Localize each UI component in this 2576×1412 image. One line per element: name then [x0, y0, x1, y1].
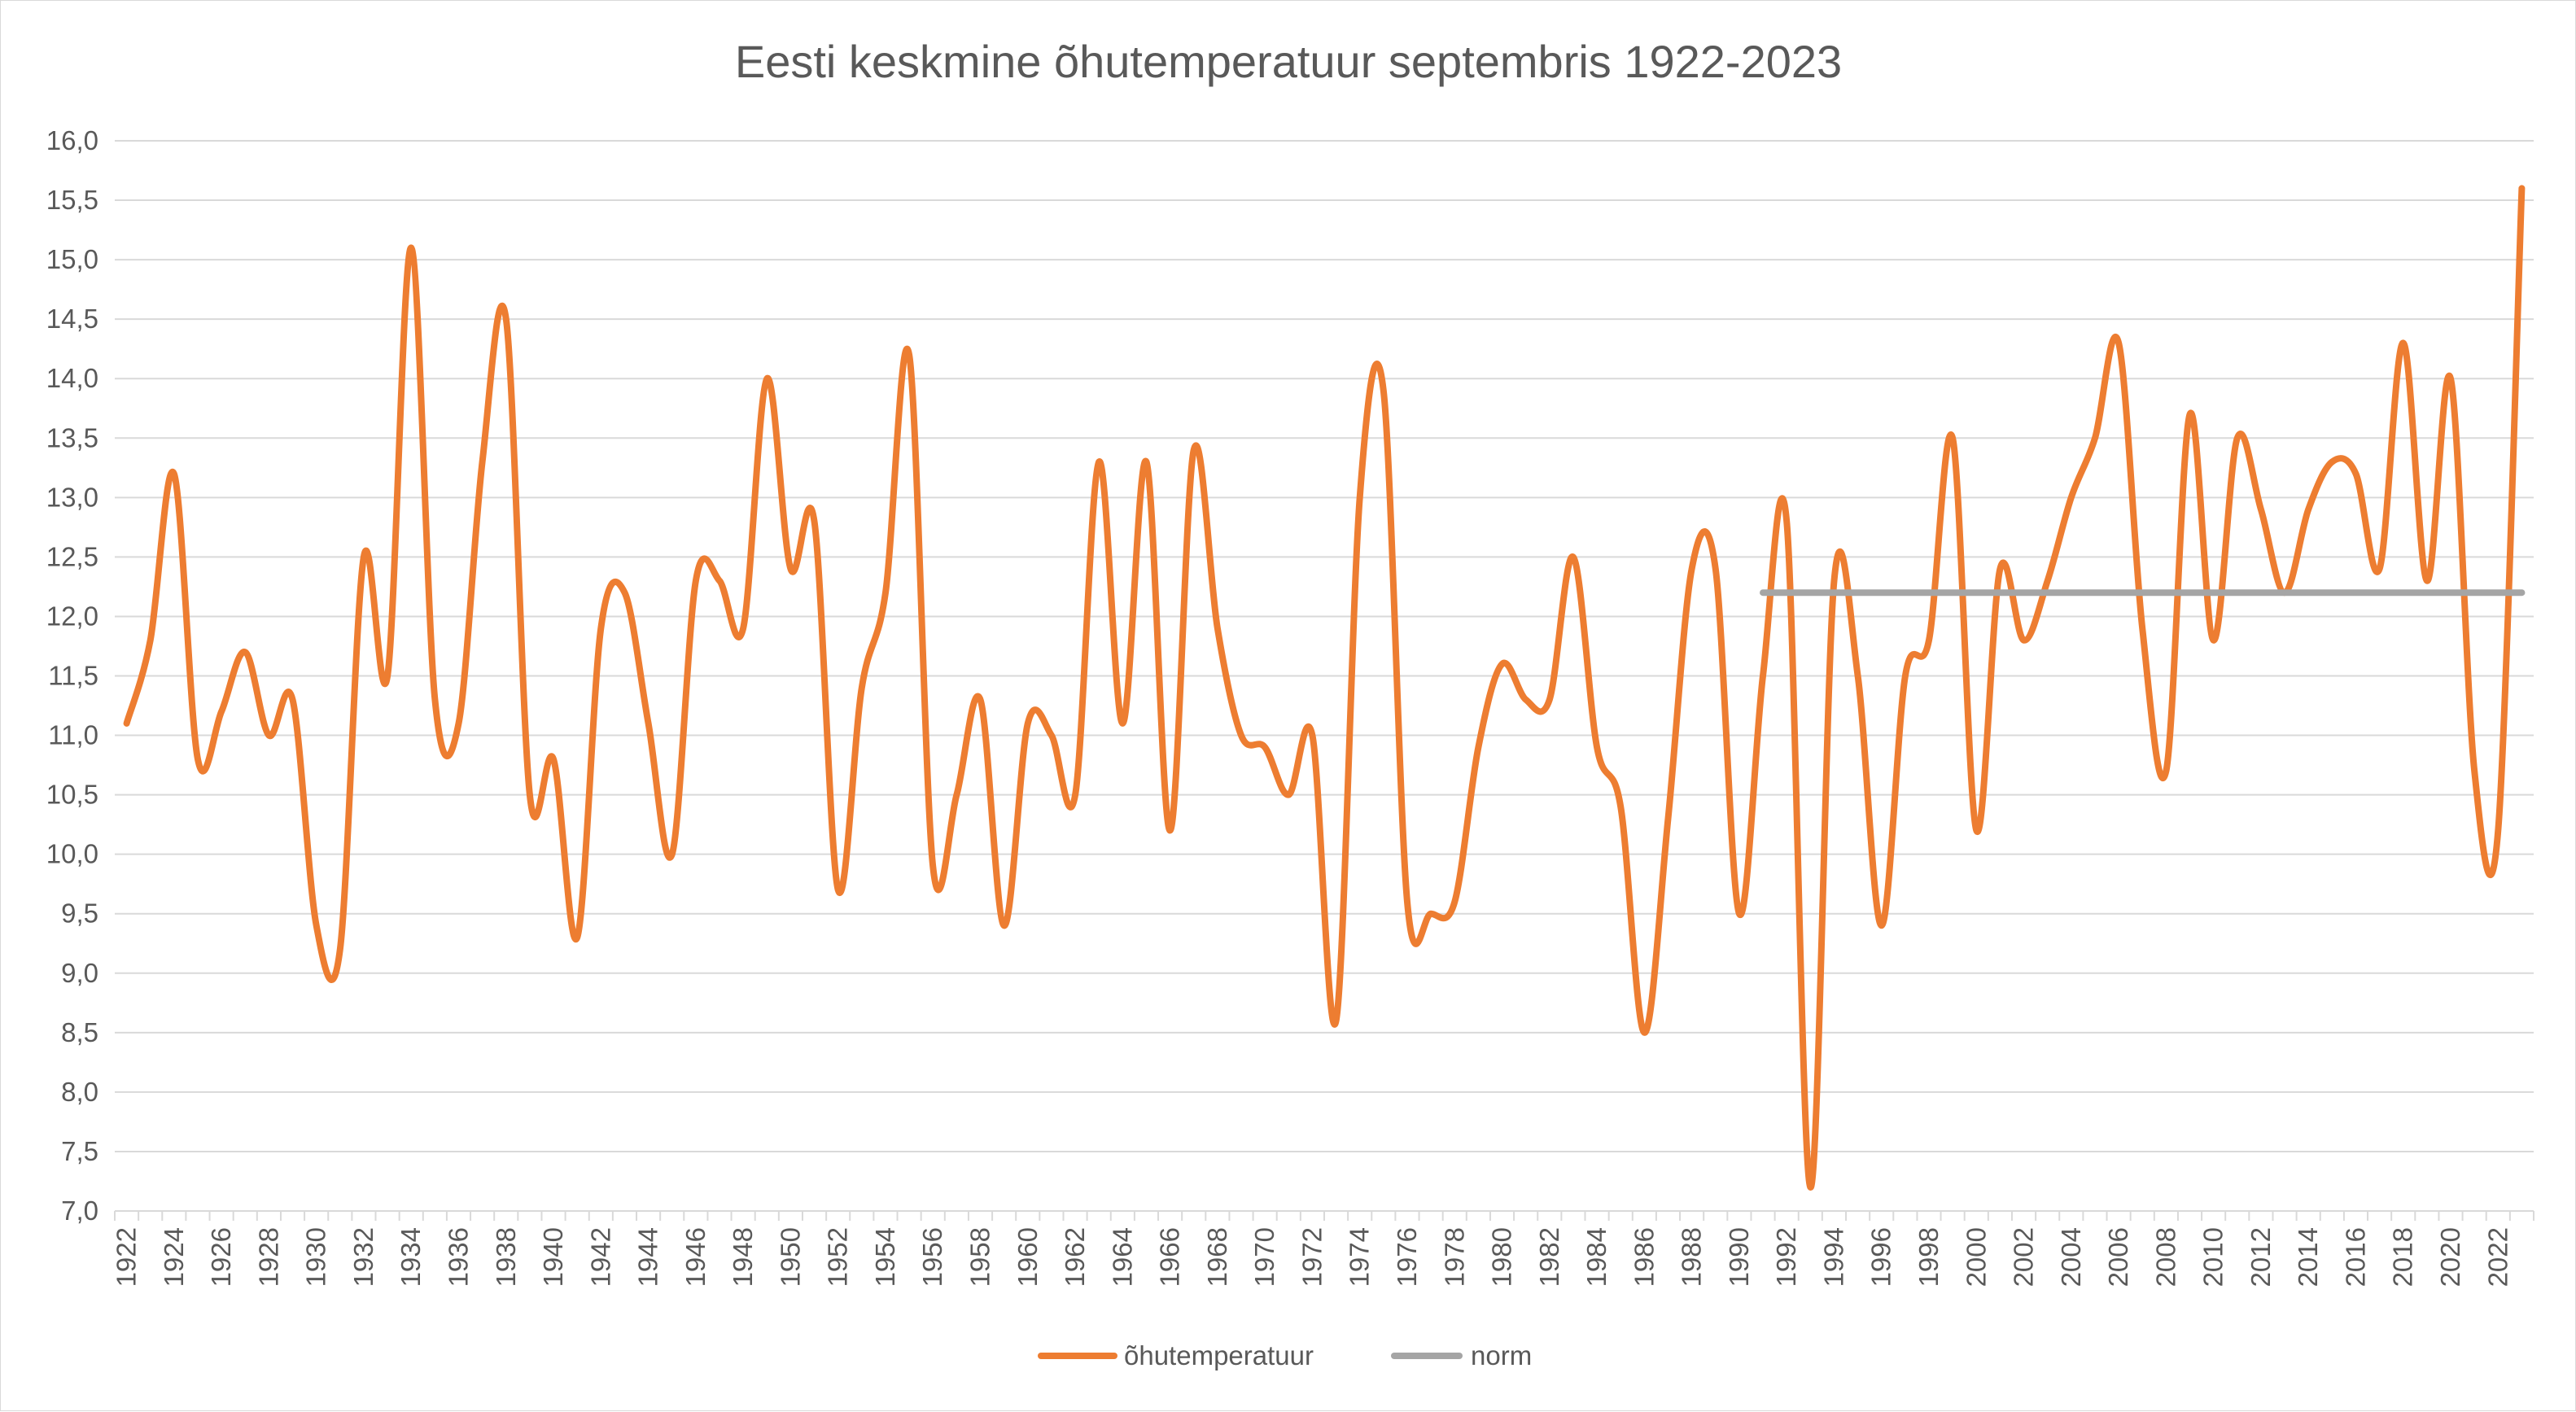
x-tick-label: 1968	[1202, 1227, 1232, 1287]
x-tick-label: 1928	[253, 1227, 283, 1287]
series-lines	[123, 185, 2526, 1191]
x-tick-label: 1992	[1771, 1227, 1801, 1287]
y-tick-label: 12,5	[46, 541, 98, 571]
x-tick-label: 1942	[585, 1227, 615, 1287]
x-tick-label: 2002	[2009, 1227, 2039, 1287]
x-tick-label: 1994	[1818, 1227, 1848, 1287]
x-tick-label: 2020	[2435, 1227, 2465, 1287]
y-tick-label: 11,0	[48, 720, 98, 750]
x-tick-label: 2000	[1961, 1227, 1991, 1287]
y-tick-label: 13,5	[46, 422, 98, 452]
x-tick-label: 1998	[1913, 1227, 1944, 1287]
x-tick-label: 1926	[206, 1227, 236, 1287]
x-tick-label: 1986	[1629, 1227, 1659, 1287]
y-tick-label: 9,0	[61, 958, 98, 988]
y-tick-label: 10,5	[46, 780, 98, 810]
x-tick-label: 2016	[2340, 1227, 2370, 1287]
x-tick-label: 1960	[1012, 1227, 1043, 1287]
x-tick-label: 1978	[1439, 1227, 1469, 1287]
y-tick-label: 14,5	[46, 304, 98, 334]
x-tick-label: 1922	[112, 1227, 142, 1287]
x-tick-label: 1958	[965, 1227, 995, 1287]
y-tick-label: 15,0	[46, 244, 98, 274]
y-tick-label: 12,0	[46, 601, 98, 631]
x-tick-label: 1924	[159, 1227, 189, 1287]
x-tick-label: 1940	[538, 1227, 568, 1287]
y-tick-label: 14,0	[46, 363, 98, 393]
y-tick-label: 8,0	[61, 1077, 98, 1107]
x-tick-label: 1930	[301, 1227, 331, 1287]
y-axis-tick-labels: 7,0 7,5 8,0 8,5 9,0 9,5 10,0 10,5 11,0 11,5 12,0 12…	[46, 125, 98, 1226]
x-tick-label: 2022	[2482, 1227, 2513, 1287]
legend-label-temperature: õhutemperatuur	[1124, 1340, 1314, 1370]
x-tick-label: 2018	[2388, 1227, 2418, 1287]
x-tick-label: 2006	[2103, 1227, 2133, 1287]
y-tick-label: 9,5	[61, 898, 98, 929]
x-tick-label: 2014	[2293, 1227, 2323, 1287]
x-tick-label: 1954	[870, 1227, 900, 1287]
x-tick-label: 1974	[1345, 1227, 1375, 1287]
y-tick-label: 8,5	[61, 1017, 98, 1047]
x-tick-label: 1982	[1534, 1227, 1564, 1287]
x-tick-label: 1984	[1581, 1227, 1612, 1287]
legend-label-norm: norm	[1471, 1340, 1532, 1370]
x-tick-label: 1938	[491, 1227, 521, 1287]
x-tick-label: 1976	[1392, 1227, 1422, 1287]
x-tick-label: 1980	[1487, 1227, 1517, 1287]
x-tick-label: 1948	[728, 1227, 758, 1287]
x-tick-label: 1952	[823, 1227, 853, 1287]
y-tick-label: 15,5	[46, 185, 98, 215]
x-axis-tick-labels: 1922 1924 1926 1928 1930 1932 1934 1936 1938 1940…	[112, 1227, 2513, 1287]
y-tick-label: 10,0	[46, 839, 98, 869]
x-tick-label: 1966	[1155, 1227, 1185, 1287]
x-tick-label: 2012	[2246, 1227, 2276, 1287]
gridlines	[115, 140, 2534, 1152]
legend[interactable]: õhutemperatuur norm	[1038, 1340, 1532, 1370]
y-tick-label: 13,0	[46, 482, 98, 512]
x-tick-label: 1972	[1297, 1227, 1327, 1287]
x-tick-label: 1932	[348, 1227, 378, 1287]
x-tick-label: 1990	[1724, 1227, 1754, 1287]
x-axis	[114, 1210, 2534, 1221]
y-tick-label: 7,5	[61, 1136, 98, 1166]
x-tick-label: 1936	[443, 1227, 473, 1287]
x-tick-label: 1964	[1107, 1227, 1137, 1287]
x-tick-label: 1956	[917, 1227, 947, 1287]
x-tick-label: 2010	[2198, 1227, 2228, 1287]
x-tick-label: 1946	[680, 1227, 711, 1287]
y-tick-label: 11,5	[48, 661, 98, 691]
x-tick-label: 1934	[396, 1227, 426, 1287]
series-line-temperature	[123, 185, 2526, 1191]
x-tick-label: 1944	[633, 1227, 663, 1287]
y-tick-label: 16,0	[46, 125, 98, 155]
x-tick-label: 2004	[2056, 1227, 2086, 1287]
x-tick-label: 2008	[2150, 1227, 2180, 1287]
x-tick-label: 1970	[1249, 1227, 1279, 1287]
x-tick-label: 1996	[1866, 1227, 1896, 1287]
chart-title: Eesti keskmine õhutemperatuur septembris…	[735, 36, 1842, 87]
x-tick-label: 1950	[775, 1227, 805, 1287]
x-tick-label: 1988	[1677, 1227, 1707, 1287]
x-tick-label: 1962	[1060, 1227, 1090, 1287]
y-tick-label: 7,0	[61, 1196, 98, 1226]
